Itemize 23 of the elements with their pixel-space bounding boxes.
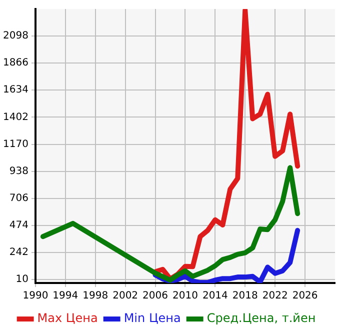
x-tick-label: 2002 [112,290,138,302]
x-tick-label: 2022 [262,290,288,302]
x-tick-label: 2006 [142,290,168,302]
y-tick-label: 1634 [2,84,28,96]
x-tick-label: 1998 [82,290,108,302]
y-tick-label: 10 [16,274,28,286]
x-tick-label: 2010 [172,290,198,302]
legend-label: Min Цена [124,311,181,326]
y-tick-label: 242 [9,247,28,258]
x-tick-label: 2014 [202,290,228,302]
x-tick-label: 2026 [292,290,318,302]
y-tick-label: 2098 [2,30,28,42]
y-tick-label: 706 [9,192,28,204]
y-tick-label: 938 [9,166,28,177]
legend-label: Max Цена [37,311,98,326]
x-tick-label: 1990 [22,290,48,302]
y-tick-label: 1402 [2,112,28,123]
legend-label: Сред.Цена, т.йен [206,311,316,326]
x-tick-label: 2018 [232,290,258,302]
y-tick-label: 1866 [2,58,28,69]
y-tick-label: 474 [9,220,28,231]
y-tick-label: 1170 [2,138,28,150]
x-tick-label: 1994 [52,290,78,302]
